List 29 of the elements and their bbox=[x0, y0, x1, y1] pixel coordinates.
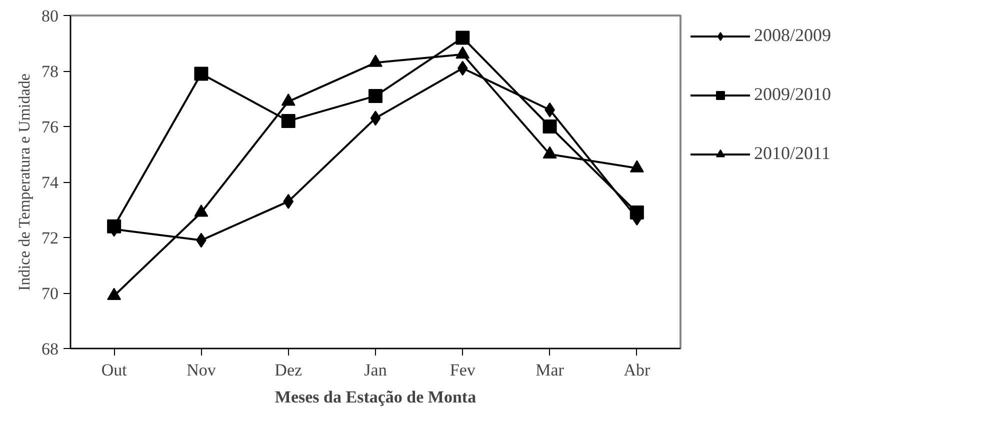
point bbox=[368, 88, 382, 103]
point bbox=[456, 30, 470, 45]
point bbox=[370, 110, 381, 126]
y-tick-label: 72 bbox=[42, 228, 58, 248]
x-tick-label: Abr bbox=[624, 360, 650, 380]
point bbox=[542, 120, 557, 134]
y-tick-label: 78 bbox=[42, 62, 58, 81]
x-tick-label: Out bbox=[101, 360, 128, 380]
y-tick-label: 80 bbox=[42, 6, 58, 26]
x-tick-label: Fev bbox=[450, 360, 476, 380]
point bbox=[107, 219, 122, 234]
point bbox=[283, 194, 294, 209]
legend-label: 2009/2010 bbox=[754, 84, 832, 105]
x-tick-label: Dez bbox=[274, 360, 302, 380]
x-axis-title: Meses da Estação de Monta bbox=[274, 388, 477, 406]
point bbox=[281, 114, 296, 128]
y-tick-label: 70 bbox=[42, 284, 58, 303]
y-tick-label: 68 bbox=[42, 340, 58, 358]
point bbox=[457, 60, 468, 76]
point bbox=[194, 66, 208, 81]
x-tick-label: Mar bbox=[536, 360, 564, 380]
x-tick-label: Nov bbox=[186, 360, 216, 380]
legend-label: 2010/2011 bbox=[754, 143, 830, 164]
point bbox=[630, 206, 644, 220]
legend-label: 2008/2009 bbox=[754, 25, 832, 46]
x-tick-label: Jan bbox=[364, 360, 388, 380]
y-axis-title: Indice de Temperatura e Umidade bbox=[16, 74, 34, 291]
y-tick-label: 74 bbox=[42, 173, 59, 192]
y-tick-label: 76 bbox=[42, 118, 58, 136]
